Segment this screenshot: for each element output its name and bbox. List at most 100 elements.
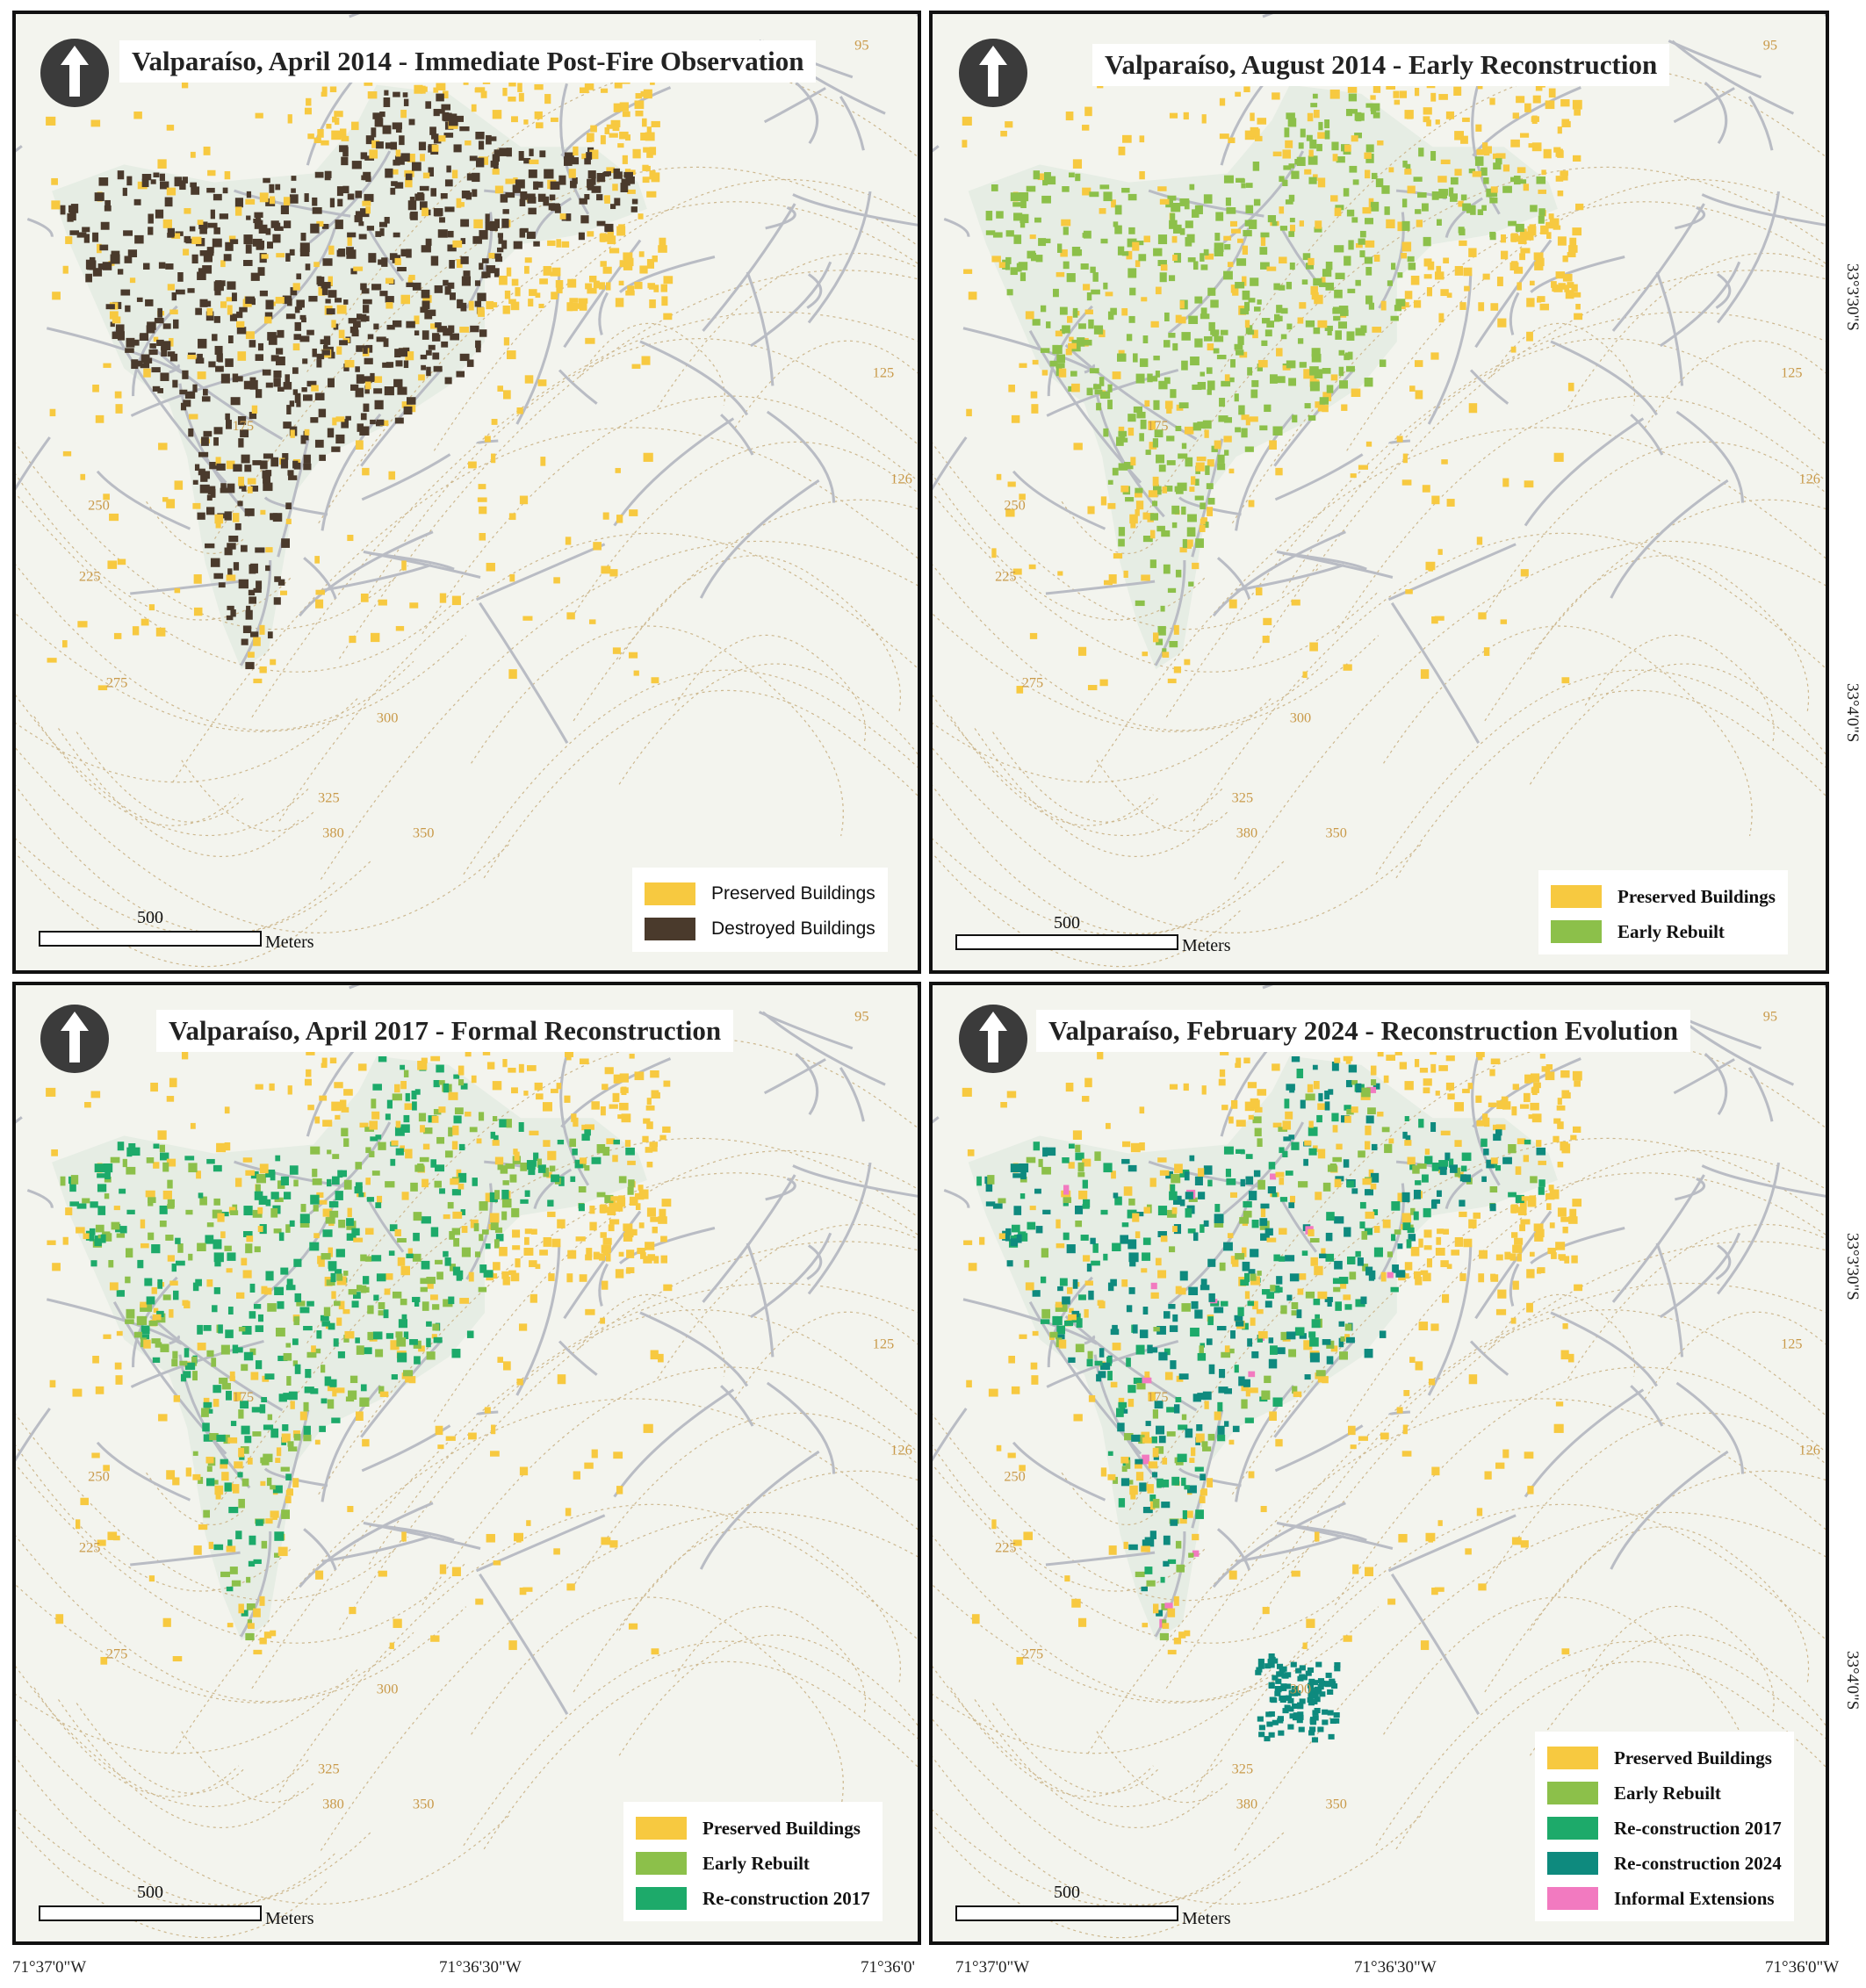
- building-footprint: [1124, 1433, 1134, 1441]
- building-footprint: [1067, 315, 1073, 323]
- building-footprint: [602, 512, 609, 520]
- contour-line: [76, 731, 246, 823]
- building-footprint: [494, 256, 503, 263]
- building-footprint: [1438, 189, 1449, 196]
- building-footprint: [247, 478, 256, 485]
- building-footprint: [175, 1237, 181, 1244]
- building-footprint: [1348, 1425, 1356, 1436]
- building-footprint: [1304, 403, 1311, 409]
- building-footprint: [444, 286, 451, 295]
- building-footprint: [448, 1127, 453, 1137]
- building-footprint: [187, 288, 195, 293]
- building-footprint: [1343, 1159, 1350, 1168]
- building-footprint: [478, 311, 485, 317]
- building-footprint: [1286, 1084, 1295, 1091]
- building-footprint: [1295, 1667, 1302, 1674]
- building-footprint: [499, 1246, 508, 1257]
- building-footprint: [456, 198, 462, 208]
- building-footprint: [213, 1385, 221, 1394]
- building-footprint: [255, 1360, 263, 1370]
- building-footprint: [1153, 356, 1160, 361]
- building-footprint: [1490, 186, 1498, 193]
- building-footprint: [1560, 1070, 1570, 1078]
- building-footprint: [206, 1350, 214, 1358]
- building-footprint: [1413, 176, 1423, 182]
- building-footprint: [1500, 619, 1508, 624]
- building-footprint: [1172, 1226, 1178, 1233]
- building-footprint: [1114, 225, 1122, 234]
- building-footprint: [335, 1387, 345, 1394]
- building-footprint: [533, 1152, 539, 1162]
- building-footprint: [449, 1264, 456, 1271]
- building-footprint: [435, 1164, 445, 1172]
- building-footprint: [1208, 1364, 1215, 1374]
- building-footprint: [1571, 292, 1581, 298]
- contour-line: [950, 1687, 1154, 1797]
- building-footprint: [299, 1219, 310, 1228]
- building-footprint: [1248, 1269, 1256, 1274]
- building-footprint: [1357, 1257, 1364, 1266]
- building-footprint: [1301, 279, 1308, 285]
- building-footprint: [1019, 1334, 1027, 1339]
- building-footprint: [1380, 300, 1387, 311]
- building-footprint: [342, 185, 349, 194]
- building-footprint: [1184, 659, 1191, 666]
- building-footprint: [335, 1191, 343, 1200]
- contour-line: [618, 663, 918, 785]
- building-footprint: [522, 1587, 533, 1592]
- building-footprint: [229, 1371, 235, 1378]
- building-footprint: [1228, 1439, 1235, 1445]
- building-footprint: [1328, 1089, 1334, 1095]
- building-footprint: [246, 1576, 251, 1583]
- building-footprint: [1240, 308, 1250, 315]
- building-footprint: [1334, 1661, 1341, 1668]
- building-footprint: [1046, 321, 1051, 328]
- building-footprint: [1268, 1662, 1275, 1668]
- building-footprint: [494, 149, 501, 155]
- building-footprint: [245, 244, 252, 254]
- building-footprint: [1549, 1222, 1555, 1228]
- building-footprint: [1131, 1434, 1141, 1442]
- building-footprint: [117, 331, 125, 341]
- building-footprint: [1373, 1247, 1383, 1257]
- building-footprint: [1179, 1199, 1185, 1206]
- building-footprint: [331, 130, 342, 140]
- contour-line: [368, 1309, 918, 1565]
- building-footprint: [275, 1458, 281, 1463]
- building-footprint: [351, 121, 359, 131]
- building-footprint: [540, 457, 546, 466]
- contour-label: 325: [318, 789, 340, 806]
- building-footprint: [219, 280, 226, 286]
- building-footprint: [323, 1307, 331, 1316]
- building-footprint: [283, 421, 292, 429]
- building-footprint: [205, 1456, 214, 1464]
- building-footprint: [314, 439, 324, 448]
- building-footprint: [1548, 88, 1556, 98]
- building-footprint: [1122, 134, 1132, 143]
- building-footprint: [1468, 1219, 1477, 1228]
- building-footprint: [494, 1227, 503, 1234]
- building-footprint: [372, 1331, 383, 1340]
- building-footprint: [1468, 248, 1477, 257]
- building-footprint: [1418, 148, 1424, 157]
- building-footprint: [1062, 1157, 1070, 1163]
- building-footprint: [356, 1345, 364, 1355]
- building-footprint: [265, 565, 270, 572]
- building-footprint: [1128, 1286, 1135, 1294]
- building-footprint: [1130, 457, 1136, 466]
- building-footprint: [1071, 1310, 1080, 1318]
- building-footprint: [1056, 1325, 1066, 1335]
- building-footprint: [623, 1233, 633, 1242]
- building-footprint: [489, 1213, 500, 1223]
- building-footprint: [169, 1280, 178, 1286]
- building-footprint: [555, 280, 564, 288]
- building-footprint: [553, 1548, 560, 1555]
- building-footprint: [104, 1170, 111, 1180]
- building-footprint: [1346, 209, 1355, 217]
- building-footprint: [1186, 544, 1192, 549]
- building-footprint: [1210, 299, 1219, 308]
- building-footprint: [262, 470, 269, 479]
- building-footprint: [1196, 1424, 1203, 1431]
- contour-line: [471, 625, 844, 837]
- building-footprint: [1082, 125, 1090, 131]
